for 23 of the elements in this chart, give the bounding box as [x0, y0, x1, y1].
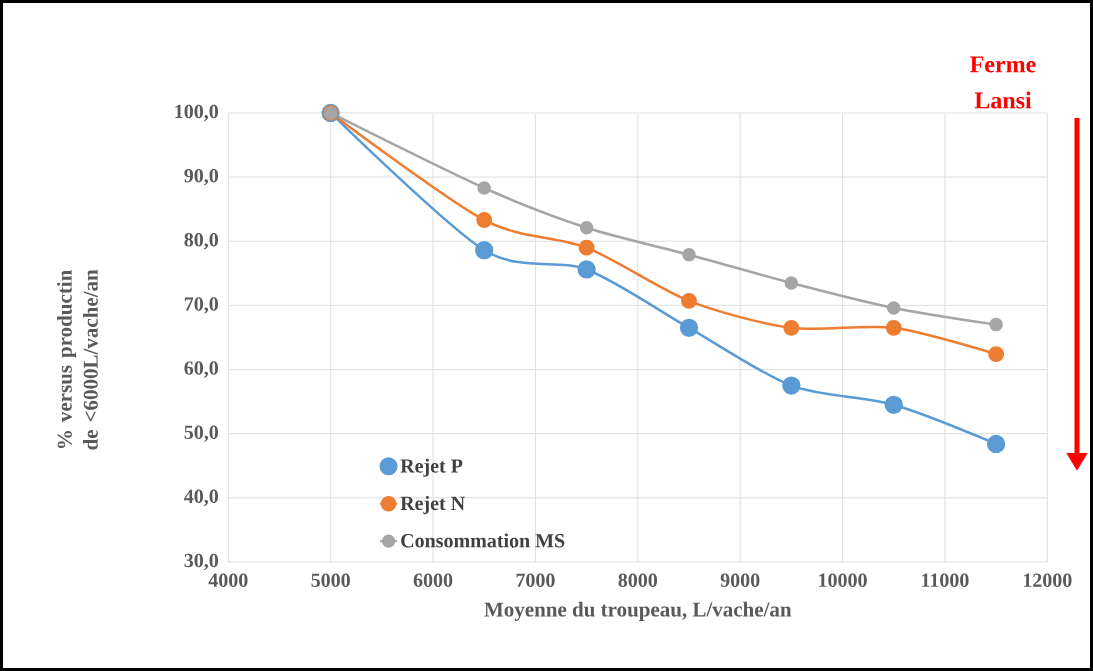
x-tick-label: 5000	[311, 573, 350, 587]
y-tick-label: 60,0	[184, 361, 218, 378]
x-tick-label: 10000	[819, 573, 867, 587]
y-axis-title: % versus productin de <6000L/vache/an	[57, 269, 98, 450]
y-tick-label: 70,0	[184, 297, 218, 314]
legend-label: Rejet N	[400, 496, 465, 515]
x-tick-label: 6000	[413, 573, 453, 587]
y-tick-label: 100,0	[175, 104, 218, 122]
x-tick-label: 4000	[208, 573, 248, 587]
x-tick-label: 12000	[1023, 573, 1072, 587]
x-tick-label: 7000	[516, 573, 555, 587]
x-axis-title: Moyenne du troupeau, L/vache/an	[484, 601, 792, 621]
x-tick-label: 8000	[618, 573, 658, 587]
text: Ferme Lansi	[970, 56, 1036, 109]
y-tick-label: 40,0	[184, 489, 218, 506]
x-tick-label: 9000	[720, 573, 760, 587]
legend-label: Consommation MS	[401, 533, 565, 548]
y-tick-label: 50,0	[184, 425, 218, 442]
legend-label: Rejet P	[400, 458, 463, 477]
x-tick-label: 11000	[922, 573, 969, 587]
y-tick-label: 30,0	[184, 553, 218, 571]
y-tick-label: 90,0	[184, 168, 218, 186]
y-tick-label: 80,0	[184, 233, 218, 250]
